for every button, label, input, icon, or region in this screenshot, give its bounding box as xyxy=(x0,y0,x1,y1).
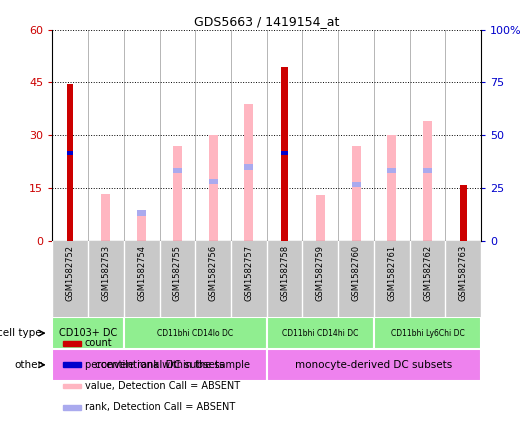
Bar xyxy=(244,104,253,241)
Bar xyxy=(173,146,182,241)
Text: percentile rank within the sample: percentile rank within the sample xyxy=(85,360,250,370)
Bar xyxy=(374,317,481,349)
Text: value, Detection Call = ABSENT: value, Detection Call = ABSENT xyxy=(85,381,240,391)
Text: CD11bhi CD14lo DC: CD11bhi CD14lo DC xyxy=(157,329,233,338)
Text: CD11bhi Ly6Chi DC: CD11bhi Ly6Chi DC xyxy=(391,329,464,338)
Text: GSM1582753: GSM1582753 xyxy=(101,245,110,301)
Text: GSM1582762: GSM1582762 xyxy=(423,245,432,301)
Text: GSM1582761: GSM1582761 xyxy=(388,245,396,301)
Bar xyxy=(281,67,288,241)
Bar xyxy=(316,195,325,241)
Bar xyxy=(137,210,146,216)
Bar xyxy=(281,151,288,155)
Bar xyxy=(351,146,360,241)
Bar xyxy=(63,341,81,346)
Bar xyxy=(388,168,396,173)
Text: count: count xyxy=(85,338,112,348)
Text: GSM1582756: GSM1582756 xyxy=(209,245,218,301)
Text: CD11bhi CD14hi DC: CD11bhi CD14hi DC xyxy=(282,329,359,338)
Bar xyxy=(124,317,267,349)
Title: GDS5663 / 1419154_at: GDS5663 / 1419154_at xyxy=(194,16,339,28)
Text: GSM1582758: GSM1582758 xyxy=(280,245,289,301)
Bar xyxy=(52,349,267,381)
Bar xyxy=(209,179,218,184)
Bar xyxy=(423,121,432,241)
Bar xyxy=(209,135,218,241)
Text: GSM1582754: GSM1582754 xyxy=(137,245,146,301)
Bar xyxy=(267,317,374,349)
Bar xyxy=(388,135,396,241)
Bar xyxy=(63,384,81,388)
Text: GSM1582755: GSM1582755 xyxy=(173,245,182,301)
Text: other: other xyxy=(14,360,42,370)
Text: GSM1582763: GSM1582763 xyxy=(459,245,468,301)
Bar xyxy=(137,215,146,241)
Text: monocyte-derived DC subsets: monocyte-derived DC subsets xyxy=(295,360,452,370)
Bar xyxy=(423,168,432,173)
Bar xyxy=(67,151,73,155)
Bar xyxy=(173,168,182,173)
Bar xyxy=(63,362,81,367)
Text: conventional DC subsets: conventional DC subsets xyxy=(95,360,224,370)
Bar xyxy=(63,405,81,410)
Bar xyxy=(267,349,481,381)
Text: cell type: cell type xyxy=(0,328,42,338)
Bar xyxy=(244,165,253,170)
Text: rank, Detection Call = ABSENT: rank, Detection Call = ABSENT xyxy=(85,402,235,412)
Text: GSM1582757: GSM1582757 xyxy=(244,245,253,301)
Text: CD103+ DC: CD103+ DC xyxy=(59,328,117,338)
Text: GSM1582752: GSM1582752 xyxy=(66,245,75,301)
Bar xyxy=(351,182,360,187)
Text: GSM1582759: GSM1582759 xyxy=(316,245,325,301)
Text: GSM1582760: GSM1582760 xyxy=(351,245,360,301)
Bar xyxy=(52,317,124,349)
Bar xyxy=(101,194,110,241)
Bar xyxy=(460,185,467,241)
Bar xyxy=(67,84,73,241)
